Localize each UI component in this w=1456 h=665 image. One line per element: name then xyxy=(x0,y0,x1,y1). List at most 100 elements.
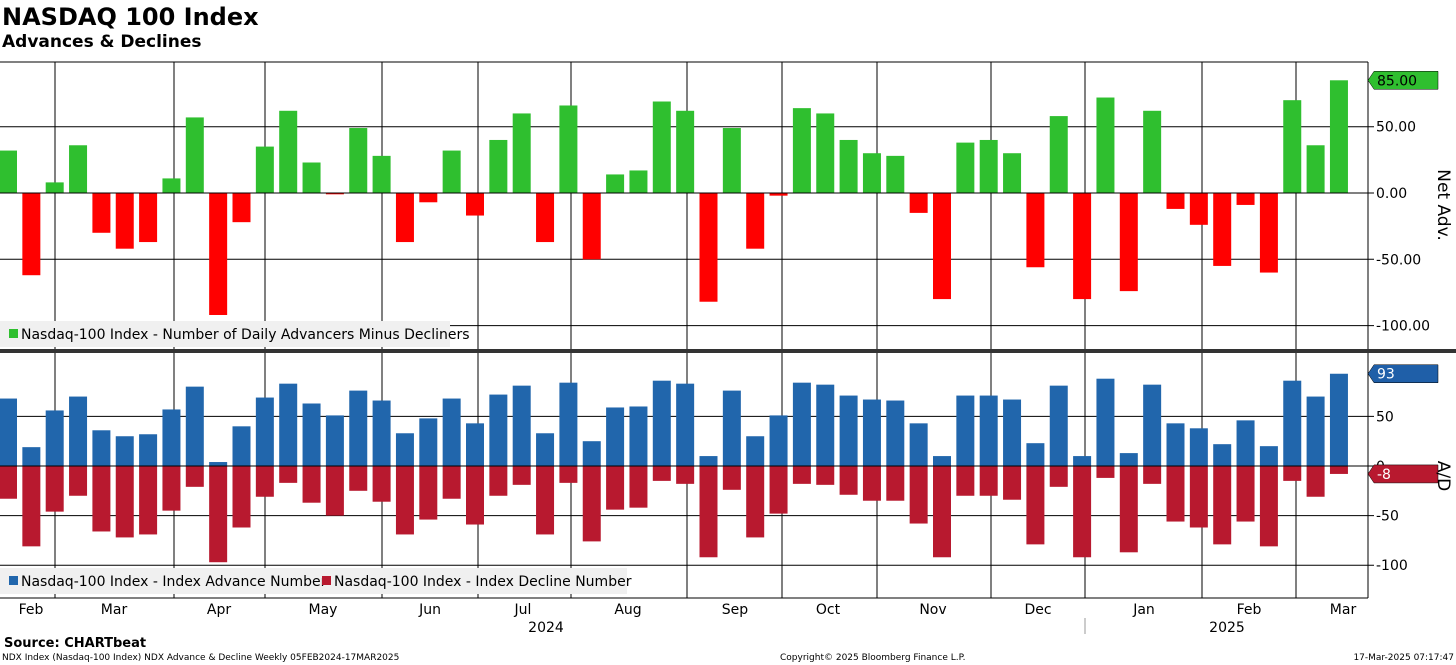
net-adv-bar xyxy=(92,193,111,233)
advance-bar xyxy=(839,395,858,466)
x-tick-label: Nov xyxy=(919,602,946,618)
net-adv-bar xyxy=(69,145,88,193)
net-adv-bar xyxy=(979,139,998,193)
advance-bar xyxy=(349,390,368,466)
net-adv-bar xyxy=(839,139,858,193)
y-tick-label: 0.00 xyxy=(1376,186,1407,202)
net-adv-bar xyxy=(699,193,718,302)
decline-bar xyxy=(746,466,765,538)
advance-bar xyxy=(115,436,134,466)
advance-bar xyxy=(139,434,158,466)
advance-bar xyxy=(559,382,578,466)
net-adv-bar xyxy=(1073,193,1092,300)
advance-bar xyxy=(1306,396,1325,466)
advance-bar xyxy=(1283,380,1302,466)
y-tick-label: 50 xyxy=(1376,409,1394,425)
x-tick-label: Dec xyxy=(1024,602,1051,618)
net-adv-bar xyxy=(1213,193,1232,266)
net-adv-bar xyxy=(1329,80,1348,193)
net-adv-bar xyxy=(676,110,695,193)
decline-bar xyxy=(536,466,555,535)
advance-bar xyxy=(816,384,835,466)
decline-bar xyxy=(442,466,461,499)
net-adv-bar xyxy=(139,193,158,243)
advance-bar xyxy=(69,396,88,466)
decline-bar xyxy=(325,466,344,516)
net-adv-bar xyxy=(1189,193,1208,225)
advance-bar xyxy=(792,382,811,466)
advance-bar xyxy=(886,400,905,466)
advance-bar xyxy=(676,383,695,466)
last-value-tag-text: -8 xyxy=(1377,467,1391,483)
net-adv-bar xyxy=(1283,100,1302,193)
decline-bar xyxy=(1259,466,1278,547)
x-tick-label: Jun xyxy=(418,602,441,618)
advance-bar xyxy=(22,447,41,466)
y-tick-label: -50 xyxy=(1376,509,1399,525)
decline-bar xyxy=(209,466,228,563)
advance-bar xyxy=(652,380,671,466)
advance-bar xyxy=(1026,443,1045,466)
x-tick-label: Sep xyxy=(722,602,749,618)
decline-bar xyxy=(1329,466,1348,474)
decline-bar xyxy=(489,466,508,496)
net-adv-bar xyxy=(1119,193,1138,292)
decline-bar xyxy=(606,466,625,510)
net-adv-bar xyxy=(1026,193,1045,268)
advance-bar xyxy=(956,395,975,466)
net-adv-bar xyxy=(1096,97,1115,193)
decline-bar xyxy=(232,466,251,528)
advance-bar xyxy=(606,407,625,466)
legend-label: Nasdaq-100 Index - Number of Daily Advan… xyxy=(21,327,470,343)
decline-bar xyxy=(419,466,438,520)
legend-box xyxy=(0,321,450,347)
decline-bar xyxy=(1236,466,1255,522)
legend-label: Nasdaq-100 Index - Index Decline Number xyxy=(334,574,632,590)
x-tick-label: Aug xyxy=(614,602,641,618)
x-tick-label: Apr xyxy=(207,602,231,618)
net-adv-bar xyxy=(1003,153,1022,193)
net-adv-bar xyxy=(652,101,671,193)
advance-bar xyxy=(746,436,765,466)
advance-bar xyxy=(699,456,718,466)
decline-bar xyxy=(0,466,17,499)
last-value-tag xyxy=(1367,71,1439,90)
net-adv-bar xyxy=(512,113,531,193)
decline-bar xyxy=(279,466,298,483)
advance-bar xyxy=(372,400,391,466)
advance-bar xyxy=(512,385,531,466)
y-tick-label: -100 xyxy=(1376,558,1408,574)
net-adv-bar xyxy=(886,155,905,193)
decline-bar xyxy=(582,466,601,542)
decline-bar xyxy=(979,466,998,496)
x-tick-label: May xyxy=(309,602,338,618)
advance-bar xyxy=(536,433,555,466)
decline-bar xyxy=(1306,466,1325,497)
year-label: 2024 xyxy=(528,620,564,636)
advance-bar xyxy=(1236,420,1255,466)
decline-bar xyxy=(886,466,905,501)
decline-bar xyxy=(839,466,858,495)
net-adv-bar xyxy=(279,110,298,193)
decline-bar xyxy=(792,466,811,484)
net-adv-bar xyxy=(255,146,274,193)
x-tick-label: Feb xyxy=(1237,602,1262,618)
chart-subtitle: Advances & Declines xyxy=(2,32,202,52)
x-tick-label: Feb xyxy=(19,602,44,618)
advance-bar xyxy=(395,433,414,466)
decline-bar xyxy=(699,466,718,558)
net-adv-bar xyxy=(442,150,461,193)
net-adv-bar xyxy=(769,193,788,196)
advance-bar xyxy=(1259,446,1278,466)
x-tick-label: Mar xyxy=(1330,602,1357,618)
decline-bar xyxy=(1026,466,1045,545)
chart-title: NASDAQ 100 Index xyxy=(2,3,259,31)
decline-bar xyxy=(1049,466,1068,487)
advance-bar xyxy=(1166,423,1185,466)
advance-bar xyxy=(209,462,228,466)
advance-bar xyxy=(0,398,17,466)
y-axis-title: Net Adv. xyxy=(1433,169,1453,241)
decline-bar xyxy=(676,466,695,484)
advance-bar xyxy=(933,456,951,466)
